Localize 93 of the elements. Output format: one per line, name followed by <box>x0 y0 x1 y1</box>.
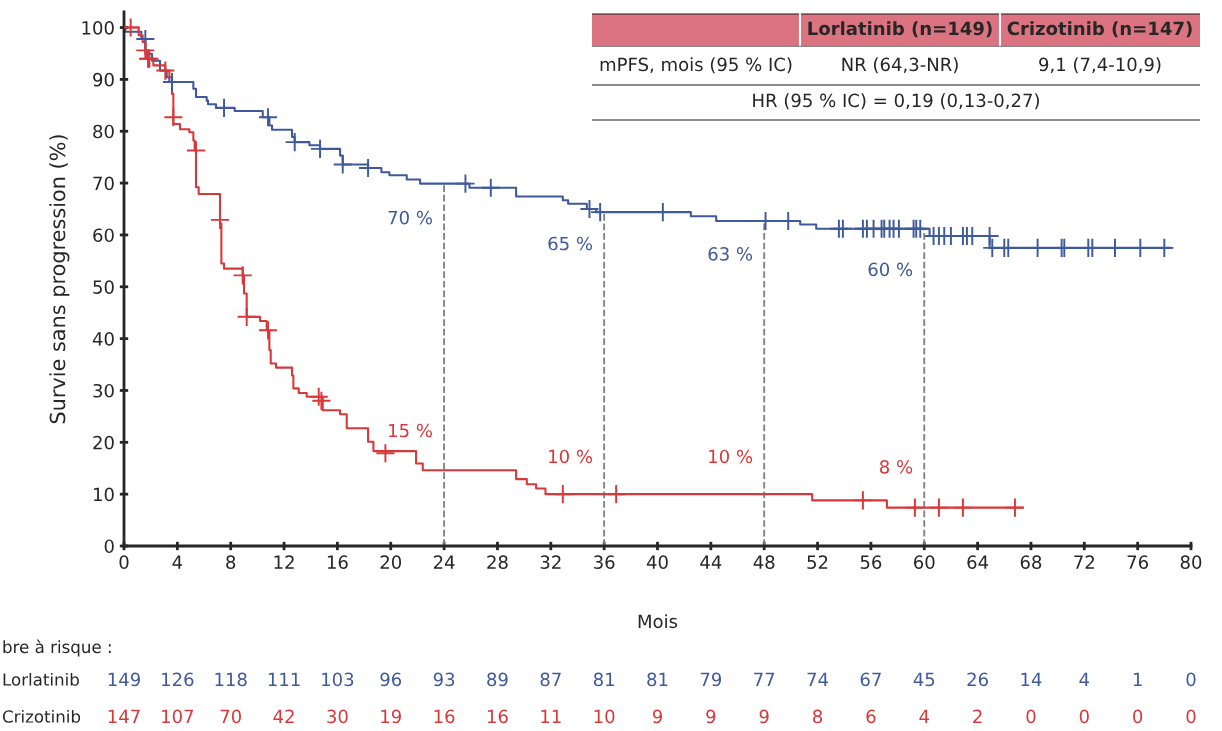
y-tick-label: 80 <box>93 124 114 139</box>
text: 81 <box>647 672 668 687</box>
text: 2 <box>973 709 982 723</box>
y-tick-label: 100 <box>82 21 114 35</box>
text: 26 <box>967 672 988 687</box>
x-tick-label: 32 <box>540 555 561 569</box>
text: 4 <box>1079 672 1090 686</box>
text: 81 <box>593 672 614 687</box>
text: 89 <box>487 672 508 687</box>
y-tick-label: 30 <box>93 383 114 398</box>
x-tick-label: 48 <box>753 555 775 569</box>
annotation: 60 % <box>868 262 913 277</box>
text: 70 <box>220 709 241 724</box>
x-tick-label: 36 <box>594 555 615 569</box>
x-tick-label: 56 <box>860 555 882 569</box>
annotation: mPFS, mois (95 % IC) <box>600 57 792 74</box>
annotation: 15 % <box>389 423 432 438</box>
y-tick-label: 70 <box>93 176 114 191</box>
text: 16 <box>487 709 508 724</box>
text: 149 <box>108 672 140 687</box>
annotation: 63 % <box>708 247 753 261</box>
annotation: 9,1 (7,4-10,9) <box>1039 57 1161 74</box>
annotation: 10 % <box>709 449 753 464</box>
text: 4 <box>919 709 929 723</box>
x-tick-label: 64 <box>967 555 989 569</box>
x-tick-label: 40 <box>646 555 668 569</box>
text: 0 <box>1133 709 1143 724</box>
text: 9 <box>652 709 662 724</box>
text: 87 <box>540 672 561 687</box>
text: 0 <box>1186 709 1196 724</box>
x-tick-label: 28 <box>487 555 508 569</box>
x-tick-label: 16 <box>327 555 348 569</box>
annotation: 65 % <box>548 236 593 251</box>
x-tick-label: 52 <box>807 555 828 569</box>
text: 79 <box>700 672 722 687</box>
annotation: HR (95 % IC) = 0,19 (0,13-0,27) <box>753 93 1039 110</box>
text: 111 <box>268 672 300 686</box>
x-tick-label: 4 <box>172 555 183 569</box>
text: 118 <box>215 672 247 687</box>
y-tick-label: 0 <box>104 539 114 554</box>
text: Lorlatinib <box>3 672 79 686</box>
text: 93 <box>433 672 455 687</box>
text: 107 <box>162 709 194 724</box>
y-tick-label: 90 <box>93 72 114 87</box>
x-tick-label: 8 <box>226 555 236 569</box>
x-tick-label: 76 <box>1127 555 1148 569</box>
text: 126 <box>162 672 194 687</box>
text: 14 <box>1021 672 1042 686</box>
text: 1 <box>1133 672 1142 686</box>
x-tick-label: 12 <box>274 555 294 569</box>
x-tick-label: 68 <box>1020 555 1042 569</box>
text: 9 <box>706 709 716 724</box>
x-tick-label: 24 <box>433 555 455 569</box>
x-tick-label: 44 <box>700 555 722 569</box>
annotation: 10 % <box>549 449 593 464</box>
y-axis-title: Survie sans progression (%) <box>49 135 70 424</box>
annotation: Lorlatinib (n=149) <box>808 21 992 38</box>
text: 10 <box>594 709 615 724</box>
text: 74 <box>807 672 829 686</box>
text: 0 <box>1026 709 1036 724</box>
text: 77 <box>754 672 775 686</box>
text: 11 <box>541 709 561 723</box>
text: 0 <box>1186 672 1196 687</box>
text: 30 <box>327 709 348 724</box>
text: bre à risque : <box>3 639 111 657</box>
text: 103 <box>322 672 354 687</box>
text: Crizotinib <box>2 709 81 723</box>
annotation: 8 % <box>879 459 913 474</box>
x-tick-label: 0 <box>119 555 129 569</box>
text: 9 <box>759 709 769 724</box>
text: 147 <box>108 709 140 723</box>
y-tick-label: 40 <box>92 332 114 346</box>
annotation: Crizotinib (n=147) <box>1007 21 1192 38</box>
text: 0 <box>1079 709 1089 724</box>
x-tick-label: 80 <box>1180 555 1202 569</box>
text: 8 <box>813 709 823 724</box>
x-tick-label: 60 <box>914 555 935 569</box>
x-tick-label: 72 <box>1074 555 1094 569</box>
text: 6 <box>866 709 876 724</box>
text: 19 <box>381 709 401 724</box>
annotation: 70 % <box>388 210 432 225</box>
text: 45 <box>913 672 935 687</box>
y-tick-label: 10 <box>93 487 114 502</box>
text: 96 <box>380 672 402 687</box>
y-tick-label: 60 <box>93 228 114 243</box>
text: 67 <box>860 672 881 687</box>
annotation: NR (64,3-NR) <box>842 57 958 74</box>
x-tick-label: 20 <box>380 555 402 569</box>
text: 16 <box>434 709 455 724</box>
y-tick-label: 20 <box>93 435 114 450</box>
y-tick-label: 50 <box>93 280 114 294</box>
x-axis-title: Mois <box>638 614 678 629</box>
text: 42 <box>273 709 294 723</box>
